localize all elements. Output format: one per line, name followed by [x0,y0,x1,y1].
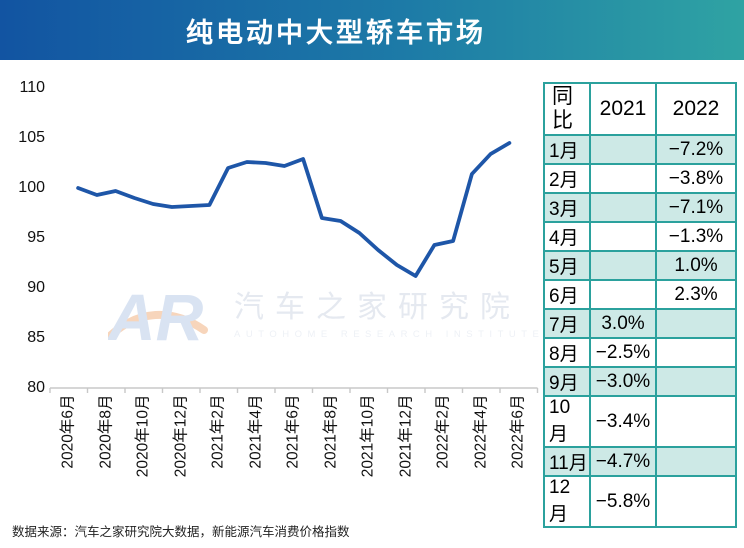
x-axis-tick-label: 2021年2月 [209,394,227,469]
y-axis-tick-label: 100 [18,179,45,196]
month-cell: 5月 [543,250,591,282]
x-axis-tick-label: 2022年4月 [472,394,490,469]
value-cell: −3.4% [589,395,657,449]
chart-plot-area [49,141,539,393]
x-axis-tick-label: 2020年10月 [134,394,152,477]
table-row: 10月 −3.4% [543,395,737,449]
table-row: 2月 −3.8% [543,163,737,195]
x-axis-tick-label: 2021年4月 [247,394,265,469]
y-axis-tick-label: 85 [27,329,45,346]
x-axis-tick-label: 2021年8月 [322,394,340,469]
value-cell [589,192,657,224]
table-row: 12月 −5.8% [543,475,737,529]
y-axis-tick-label: 90 [27,279,45,296]
value-cell: −5.8% [589,475,657,529]
trend-line [76,141,512,278]
y-axis-tick-label: 80 [27,379,45,396]
table-row: 5月 1.0% [543,250,737,282]
value-cell: −1.3% [655,221,737,253]
table-header-year: 2022 [655,81,737,137]
value-cell: 1.0% [655,250,737,282]
month-cell: 2月 [543,163,591,195]
value-cell: −4.7% [589,446,657,478]
value-cell: −3.8% [655,163,737,195]
table-row: 3月 −7.1% [543,192,737,224]
month-cell: 4月 [543,221,591,253]
value-cell [655,446,737,478]
title-bar: 纯电动中大型轿车市场 [0,0,744,60]
value-cell [589,279,657,311]
value-cell [589,163,657,195]
month-cell: 8月 [543,337,591,369]
x-axis-tick-label: 2020年6月 [59,394,77,469]
value-cell [589,134,657,166]
value-cell: −3.0% [589,366,657,398]
value-cell [655,475,737,529]
x-axis-tick-label: 2021年10月 [359,394,377,477]
value-cell [655,337,737,369]
table-row: 6月 2.3% [543,279,737,311]
value-cell [655,395,737,449]
line-chart: 110 105 100 95 90 85 80 2020年6月 2020年8月 2020年10月… [0,60,542,505]
page-title: 纯电动中大型轿车市场 [186,17,486,48]
table-row: 9月 −3.0% [543,366,737,398]
x-axis-tick-label: 2022年6月 [509,394,527,469]
table-header-yoy: 同比 [543,81,591,137]
value-cell [589,250,657,282]
value-cell: 2.3% [655,279,737,311]
value-cell [589,221,657,253]
month-cell: 10月 [543,395,591,449]
value-cell: 3.0% [589,308,657,340]
x-axis-tick-label: 2021年12月 [397,394,415,477]
month-cell: 12月 [543,475,591,529]
table-row: 1月 −7.2% [543,134,737,166]
data-source-note: 数据来源：汽车之家研究院大数据，新能源汽车消费价格指数 [12,525,350,539]
table-row: 4月 −1.3% [543,221,737,253]
month-cell: 6月 [543,279,591,311]
value-cell: −7.1% [655,192,737,224]
y-axis-tick-label: 105 [18,129,45,146]
month-cell: 9月 [543,366,591,398]
value-cell: −2.5% [589,337,657,369]
value-cell [655,308,737,340]
table-row: 11月 −4.7% [543,446,737,478]
yoy-table: 同比 2021 2022 1月 −7.2% 2月 −3.8% 3月 −7.1% 4月 −1.3% 5… [543,81,737,529]
table-header-year: 2021 [589,81,657,137]
x-axis-tick-label: 2020年8月 [97,394,115,469]
x-axis-tick-label: 2021年6月 [284,394,302,469]
x-axis-tick-label: 2022年2月 [434,394,452,469]
table-row: 8月 −2.5% [543,337,737,369]
y-axis-tick-label: 95 [27,229,45,246]
table-row: 7月 3.0% [543,308,737,340]
month-cell: 3月 [543,192,591,224]
month-cell: 1月 [543,134,591,166]
x-axis-tick-label: 2020年12月 [172,394,190,477]
month-cell: 7月 [543,308,591,340]
value-cell: −7.2% [655,134,737,166]
table-header-row: 同比 2021 2022 [543,81,737,137]
value-cell [655,366,737,398]
month-cell: 11月 [543,446,591,478]
y-axis-tick-label: 110 [19,79,45,96]
